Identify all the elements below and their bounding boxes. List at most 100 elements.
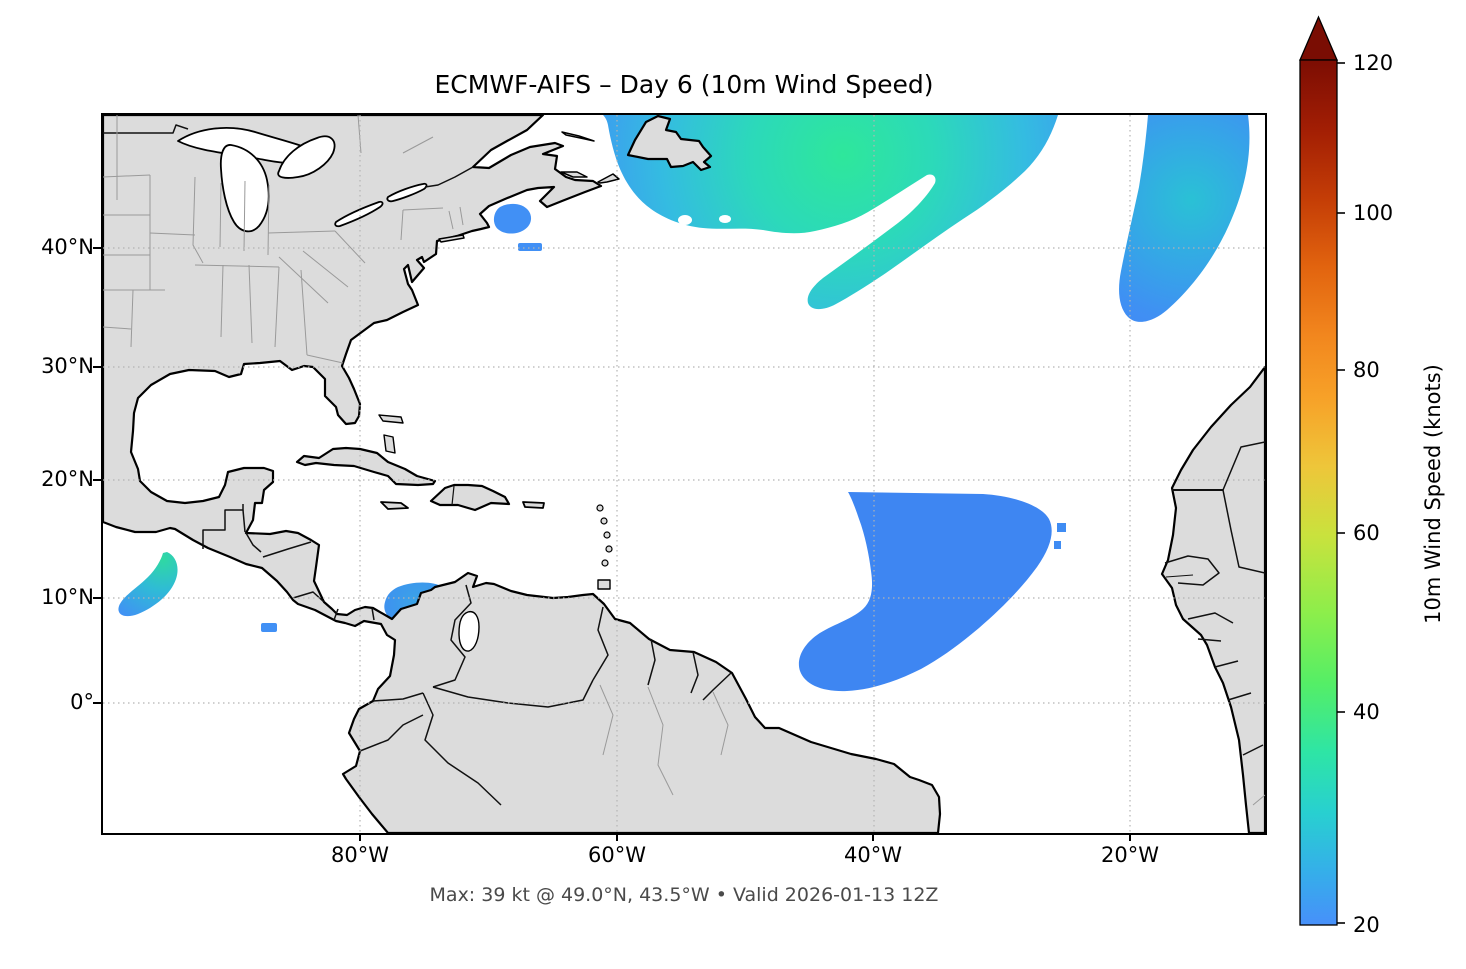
state-borders [103, 115, 1265, 806]
x-axis-tick [616, 833, 618, 841]
colorbar-tick-label-120: 120 [1353, 51, 1394, 75]
border-venezuela-guyana [592, 606, 609, 681]
border-us-canada [103, 124, 189, 134]
border-haiti-dominican [451, 485, 455, 506]
lake-huron [277, 135, 336, 179]
y-axis-tick [93, 247, 101, 249]
border-guinea [1187, 612, 1234, 624]
islands-bahamas [378, 414, 404, 424]
wind-blob-gulf-of-maine [493, 203, 532, 234]
island-cuba [295, 446, 437, 487]
wind-blob-north-atlantic-storm [603, 115, 1058, 310]
island-puerto-rico [522, 501, 545, 509]
border-colombia-venezuela [432, 584, 472, 688]
colorbar-axis-label: 10m Wind Speed (knots) [1421, 364, 1445, 624]
landmasses [103, 115, 1265, 833]
border-colombia-peru-brazil [422, 692, 502, 806]
islands-lesser-antilles [600, 517, 608, 525]
island-trinidad [597, 579, 611, 590]
y-axis-tick [93, 702, 101, 704]
y-tick-label-10n: 10°N [41, 585, 94, 609]
y-axis-tick [93, 597, 101, 599]
islands-lesser-antilles [605, 545, 613, 553]
y-tick-label-0: 0° [70, 690, 94, 714]
lake-erie [334, 200, 384, 228]
border-sierra-leone [1197, 638, 1222, 642]
border-mauritania-mali [1222, 489, 1265, 574]
border-africa-inland [1227, 692, 1252, 701]
island-hispaniola [429, 483, 511, 512]
islands-lesser-antilles [601, 559, 609, 567]
border-panama-colombia [371, 607, 375, 621]
caption-max-valid: Max: 39 kt @ 49.0°N, 43.5°W • Valid 2026… [429, 884, 939, 906]
wind-speck-cape-verde [1054, 541, 1061, 549]
x-axis-tick [1129, 833, 1131, 841]
colorbar-gradient-bar [1299, 59, 1338, 926]
border-senegal [1164, 555, 1220, 586]
x-tick-label-80w: 80°W [331, 843, 389, 867]
border-honduras-nicaragua [262, 541, 312, 558]
colorbar-svg [1299, 15, 1345, 926]
colorbar-extend-arrow [1299, 15, 1338, 61]
border-mexico-guatemala [202, 504, 244, 549]
colorbar-tick-label-80: 80 [1353, 358, 1380, 382]
wind-speck-papagayo [261, 623, 277, 632]
y-axis-tick [93, 366, 101, 368]
border-ecuador-peru [359, 714, 424, 752]
colorbar-tick-label-100: 100 [1353, 201, 1394, 225]
river-st-lawrence [424, 166, 474, 188]
island-newfoundland [626, 115, 713, 172]
colorbar-tick-label-20: 20 [1353, 913, 1380, 937]
islands-lesser-antilles [596, 504, 604, 512]
wind-blob-tropical-atlantic [798, 492, 1052, 692]
x-axis-tick [359, 833, 361, 841]
colorbar-tick-label-60: 60 [1353, 521, 1380, 545]
island-long-island [438, 234, 465, 243]
wind-blob-hole [678, 215, 692, 225]
gridlines [103, 115, 1265, 833]
x-tick-label-60w: 60°W [588, 843, 646, 867]
wind-blob-tehuantepec [118, 552, 178, 617]
border-colombia-ecuador [372, 692, 424, 702]
colorbar-ticks [1337, 62, 1345, 924]
border-venezuela-brazil [432, 679, 594, 708]
coastline-west-africa [1160, 365, 1265, 833]
lake-maracaibo [458, 610, 480, 652]
island-jamaica [380, 501, 409, 510]
border-guyana-suriname [647, 638, 656, 686]
border-frguiana-brazil [702, 672, 732, 701]
x-tick-label-20w: 20°W [1101, 843, 1159, 867]
border-liberia [1214, 660, 1239, 668]
island-prince-edward [560, 171, 588, 178]
y-tick-label-30n: 30°N [41, 354, 94, 378]
colorbar [1296, 14, 1356, 934]
border-morocco [1222, 441, 1265, 491]
border-belize-guatemala [242, 509, 246, 533]
y-axis-tick [93, 479, 101, 481]
wind-speck-cape-verde [1057, 523, 1066, 532]
wind-blob-east-atlantic-swath [1119, 115, 1250, 322]
x-tick-label-40w: 40°W [844, 843, 902, 867]
islands-bahamas [383, 434, 396, 454]
border-nicaragua-costarica [292, 591, 325, 603]
map-plot-area [101, 113, 1267, 835]
lake-ontario [386, 182, 428, 203]
wind-speed-field [118, 115, 1250, 692]
border-guatemala-honduras [245, 532, 262, 553]
island-cape-breton [597, 173, 620, 184]
country-borders [103, 124, 1265, 806]
wind-blob-hole [719, 215, 731, 223]
chart-title: ECMWF-AIFS – Day 6 (10m Wind Speed) [434, 70, 934, 99]
islands-lesser-antilles [603, 531, 611, 539]
border-suriname-frguiana [690, 651, 699, 694]
y-tick-label-20n: 20°N [41, 467, 94, 491]
x-axis-tick [872, 833, 874, 841]
island-anticosti [561, 131, 595, 142]
wind-speck-40n [518, 243, 542, 251]
colorbar-tick-label-40: 40 [1353, 700, 1380, 724]
border-africa-inland [1242, 744, 1264, 756]
border-gambia [1165, 574, 1194, 578]
y-tick-label-40n: 40°N [41, 235, 94, 259]
border-costarica-panama [333, 608, 339, 621]
